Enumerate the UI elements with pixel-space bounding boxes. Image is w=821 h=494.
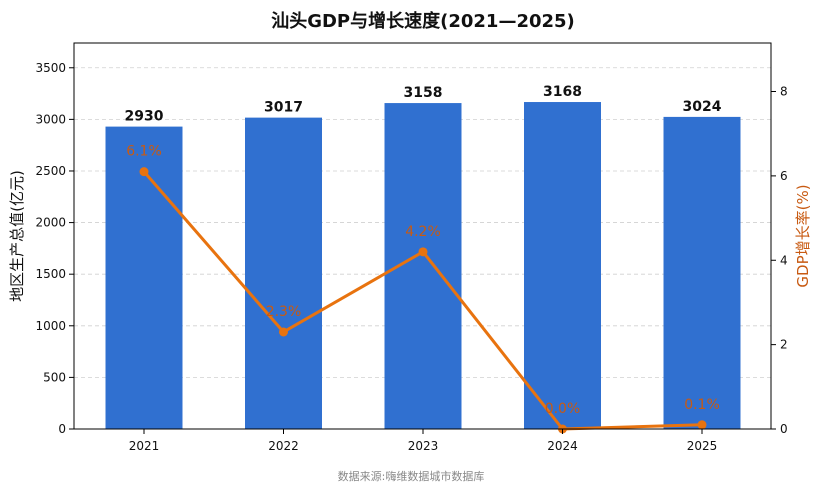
- x-tick-label: 2022: [268, 439, 299, 453]
- chart-title: 汕头GDP与增长速度(2021—2025): [271, 10, 575, 32]
- y-left-tick-label: 2000: [35, 216, 66, 230]
- growth-point: [279, 327, 288, 337]
- y-right-tick-label: 4: [780, 253, 788, 267]
- bar-value-label: 3024: [683, 99, 722, 115]
- y-left-tick-label: 2500: [35, 164, 66, 178]
- y-axis-right-label: GDP增长率(%): [794, 184, 812, 287]
- bar-value-label: 3168: [543, 84, 582, 100]
- growth-point: [139, 167, 149, 177]
- y-right-tick-label: 8: [780, 85, 788, 99]
- y-left-tick-label: 3000: [35, 112, 66, 126]
- source-note: 数据来源:嗨维数据城市数据库: [338, 469, 485, 483]
- bar: [663, 116, 741, 429]
- bar-value-label: 2930: [125, 109, 164, 125]
- bars-layer: [105, 102, 741, 430]
- growth-point: [418, 247, 428, 257]
- y-left-tick-label: 500: [43, 370, 66, 384]
- bar: [105, 126, 183, 429]
- growth-value-label: 0.1%: [684, 397, 720, 413]
- growth-value-label: 2.3%: [266, 304, 302, 320]
- y-left-tick-label: 1500: [35, 267, 66, 281]
- x-tick-label: 2023: [408, 439, 439, 453]
- line-layer: [139, 167, 707, 434]
- axes-layer: 0 500 1000 1500 2000 2500 3000 3500 0 2 4 6 8 2021 202…: [35, 61, 787, 453]
- bar: [524, 102, 601, 430]
- x-tick-label: 2024: [547, 439, 578, 453]
- y-left-tick-label: 3500: [35, 61, 66, 75]
- y-left-tick-label: 1000: [35, 319, 66, 333]
- labels-layer: 2930 3017 3158 3168 3024 6.1% 2.3% 4.2% 0.0% 0.1%: [125, 84, 722, 417]
- y-right-tick-label: 2: [780, 338, 788, 352]
- y-right-tick-label: 0: [780, 422, 788, 436]
- x-tick-label: 2025: [687, 439, 718, 453]
- y-right-tick-label: 6: [780, 169, 788, 183]
- bar-value-label: 3158: [404, 85, 443, 101]
- growth-value-label: 0.0%: [545, 401, 581, 417]
- bar-value-label: 3017: [264, 100, 303, 116]
- x-tick-label: 2021: [129, 439, 160, 453]
- y-axis-left-label: 地区生产总值(亿元): [8, 170, 26, 302]
- bar: [245, 117, 322, 430]
- growth-value-label: 4.2%: [405, 224, 441, 240]
- growth-value-label: 6.1%: [126, 144, 162, 160]
- growth-point: [697, 420, 707, 430]
- y-left-tick-label: 0: [58, 422, 66, 436]
